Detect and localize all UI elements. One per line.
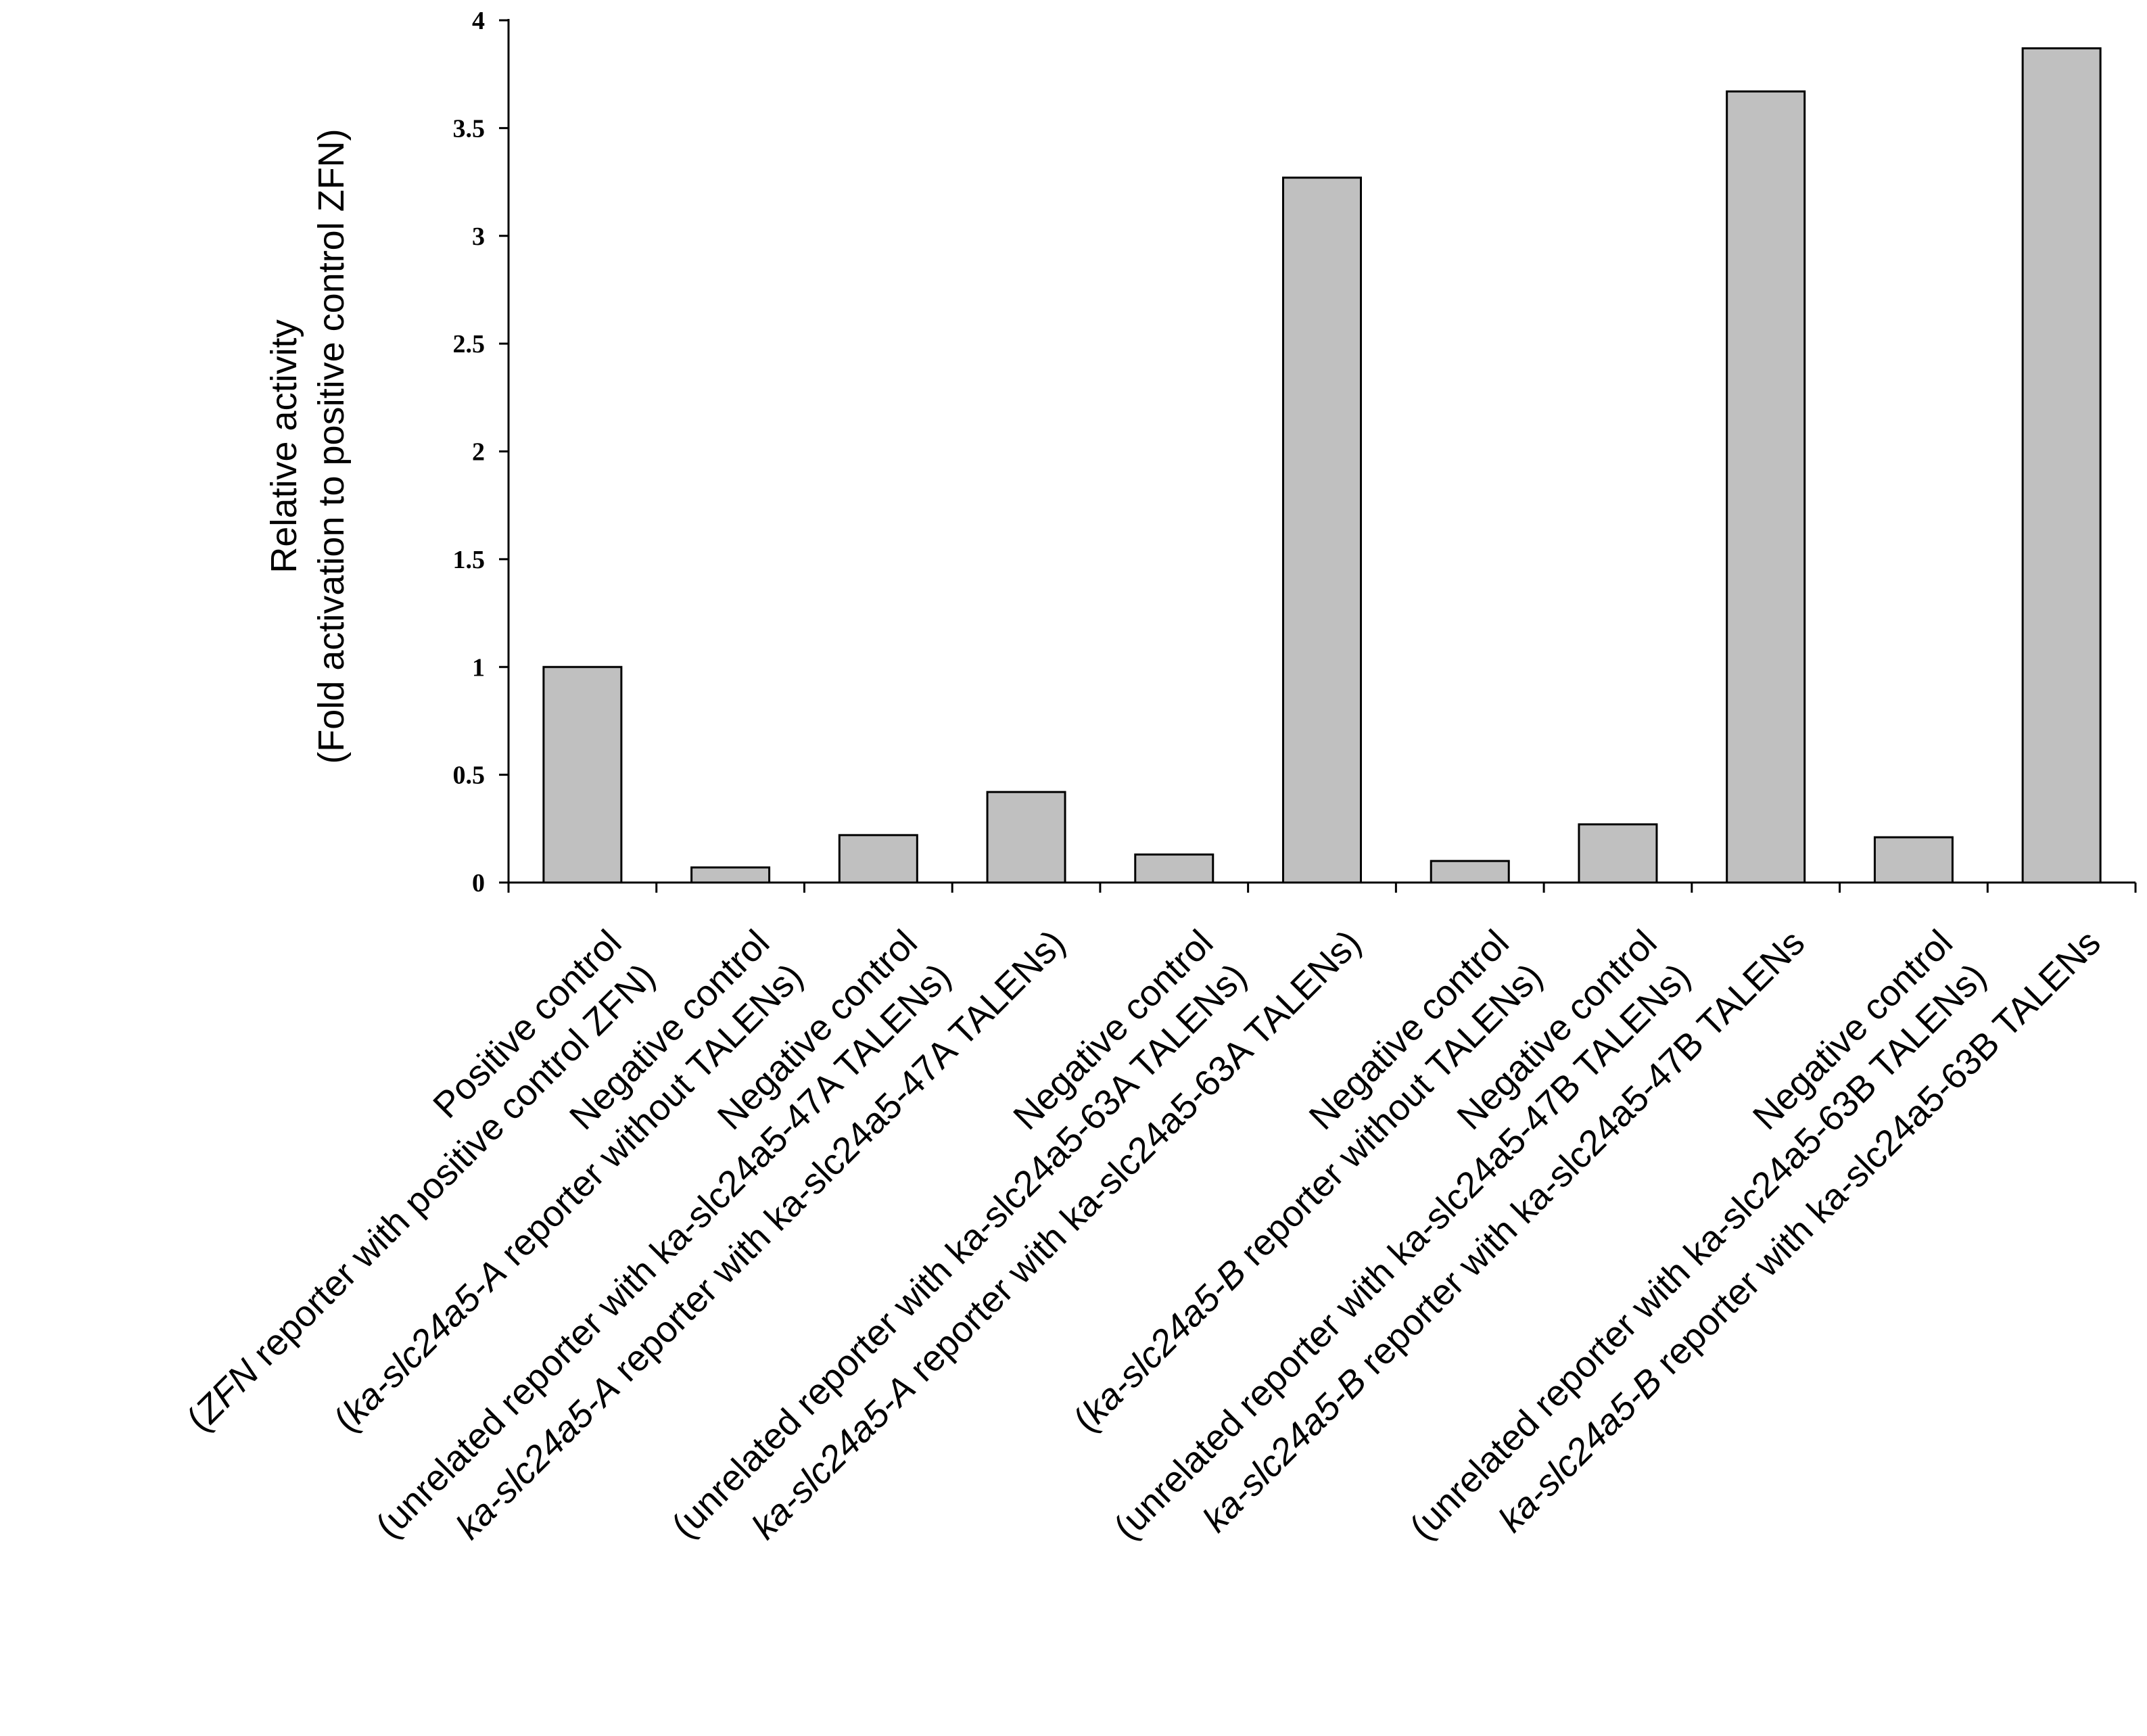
bar (1134, 853, 1214, 884)
y-tick-label: 3 (472, 222, 485, 251)
bar (1726, 90, 1806, 884)
bar (838, 834, 918, 884)
y-tick-label: 2.5 (453, 330, 486, 358)
y-tick-label: 1 (472, 653, 485, 682)
axes (507, 19, 2137, 893)
y-tick-label: 2 (472, 438, 485, 467)
bar (1873, 836, 1954, 884)
bar (2021, 47, 2102, 884)
bar (1430, 860, 1510, 884)
y-tick-label: 0 (472, 869, 485, 897)
y-axis-title: Relative activity (Fold activation to pos… (264, 128, 352, 764)
bar (542, 665, 623, 884)
bar (986, 791, 1066, 884)
y-axis-title-line: Relative activity (264, 319, 304, 573)
y-tick-label: 0.5 (453, 761, 486, 790)
y-axis-ticks: 0 0.5 1 1.5 2 2.5 3 3.5 4 (453, 7, 509, 897)
x-axis-category-labels: Positive control(ZFN reporter with posit… (179, 922, 2108, 1548)
bar (1282, 177, 1362, 884)
bar (690, 866, 771, 884)
bars (542, 47, 2102, 884)
y-axis-label: Relative activity (Fold activation to pos… (264, 128, 352, 764)
y-tick-label: 1.5 (453, 546, 486, 574)
y-tick-label: 4 (472, 7, 485, 35)
bar (1578, 823, 1658, 884)
y-tick-label: 3.5 (453, 114, 486, 143)
y-axis-title-line: (Fold activation to positive control ZFN… (311, 128, 352, 764)
